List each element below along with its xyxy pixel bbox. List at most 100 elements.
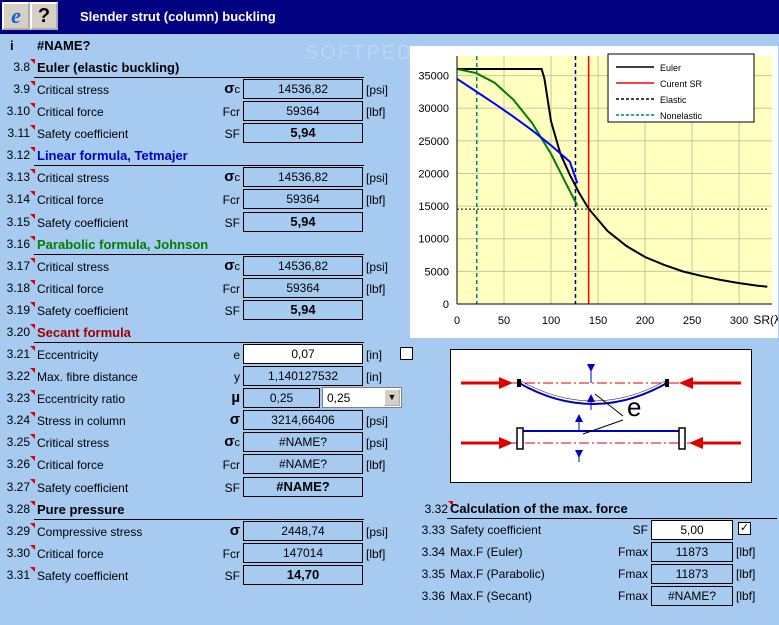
row-label: Critical force: [37, 547, 104, 561]
x-tick-label: 0: [454, 315, 460, 327]
x-tick-label: 300: [730, 315, 748, 327]
row-symbol: σc: [224, 257, 240, 274]
row-number: 3.25: [0, 434, 35, 449]
row-symbol: Fcr: [222, 105, 240, 119]
row-label: Critical force: [37, 193, 104, 207]
section-header: Secant formula: [37, 325, 131, 340]
value-cell: 14,70: [243, 565, 363, 585]
row-number: 3.35: [421, 567, 445, 581]
eccentricity-label: e: [627, 392, 641, 422]
ie-button[interactable]: e: [2, 2, 30, 30]
legend-label: Euler: [660, 63, 681, 73]
y-tick-label: 20000: [418, 168, 449, 180]
y-tick-label: 0: [443, 299, 449, 311]
row-symbol: Fmax: [618, 567, 648, 581]
row-label: Safety coefficient: [37, 569, 129, 583]
row-label: Critical stress: [37, 83, 110, 97]
legend-label: Elastic: [660, 95, 687, 105]
value-cell: 1,140127532: [243, 366, 363, 386]
row-label: Critical stress: [37, 436, 110, 450]
section-header: Euler (elastic buckling): [37, 60, 180, 75]
row-label: Critical force: [37, 105, 104, 119]
chevron-down-icon[interactable]: ▼: [384, 389, 400, 406]
row-symbol: Fmax: [618, 545, 648, 559]
value-cell: 0,25: [243, 388, 320, 408]
value-cell[interactable]: 0,07: [243, 344, 363, 364]
strut-diagram: e: [461, 364, 741, 462]
parabolic-series: [456, 68, 579, 206]
row-number: 3.36: [421, 589, 445, 603]
x-tick-label: 200: [636, 315, 654, 327]
unit-label: [lbf]: [366, 547, 386, 561]
legend: [607, 53, 755, 123]
row-number: 3.8: [0, 59, 35, 74]
unit-label: [lbf]: [366, 458, 386, 472]
eccentricity-checkbox[interactable]: [400, 347, 413, 360]
value-cell: 3214,66406: [243, 410, 363, 430]
row-number: 3.30: [0, 545, 35, 560]
row-symbol: σc: [224, 168, 240, 185]
row-number: 3.24: [0, 412, 35, 427]
row-symbol: SF: [224, 216, 240, 230]
value-cell: 147014: [243, 543, 363, 563]
eccentricity-ratio-select[interactable]: 0,25 ▼: [322, 387, 402, 408]
value-cell: 14536,82: [243, 256, 363, 276]
value-cell: 5,94: [243, 123, 363, 143]
row-number: 3.27: [0, 479, 35, 494]
name-error-header: #NAME?: [37, 38, 91, 53]
row-number: 3.29: [0, 523, 35, 538]
row-label: Max.F (Secant): [450, 589, 533, 603]
section-underline: [34, 77, 364, 78]
y-tick-label: 15000: [418, 201, 449, 213]
row-label: Safety coefficient: [450, 523, 542, 537]
section-underline: [447, 518, 777, 519]
row-label: Eccentricity: [37, 348, 99, 362]
value-cell: 59364: [243, 278, 363, 298]
row-number: 3.15: [0, 214, 35, 229]
value-cell[interactable]: 5,00: [651, 520, 733, 540]
value-cell: 11873: [651, 542, 733, 562]
section-header: Parabolic formula, Johnson: [37, 237, 209, 252]
row-number: 3.31: [0, 567, 35, 582]
legend-label: Curent SR: [660, 79, 703, 89]
euler-series: [457, 68, 768, 288]
buckling-chart: 0 5000 10000 15000 20000 25000 30000 35000 0 50 10…: [418, 53, 779, 327]
value-cell: 5,94: [243, 300, 363, 320]
value-cell: #NAME?: [243, 432, 363, 452]
row-label: Safety coefficient: [37, 481, 129, 495]
window-title: Slender strut (column) buckling: [80, 9, 276, 24]
value-cell: 5,94: [243, 212, 363, 232]
row-number: 3.23: [0, 390, 35, 405]
unit-label: [in]: [366, 348, 383, 362]
column-diagram: e: [450, 349, 752, 483]
row-number: 3.19: [0, 302, 35, 317]
row-symbol: Fcr: [222, 282, 240, 296]
row-number: 3.28: [0, 501, 35, 516]
row-label: Eccentricity ratio: [37, 392, 126, 406]
unit-label: [lbf]: [366, 282, 386, 296]
section-underline: [34, 342, 364, 343]
row-symbol: y: [234, 370, 240, 384]
x-tick-label: 150: [589, 315, 607, 327]
row-label: Critical stress: [37, 260, 110, 274]
unit-label: [lbf]: [736, 545, 756, 559]
unit-label: [psi]: [366, 414, 389, 428]
unit-label: [psi]: [366, 525, 389, 539]
row-label: Critical force: [37, 458, 104, 472]
row-symbol: σc: [224, 80, 240, 97]
help-button[interactable]: ?: [30, 2, 58, 30]
row-number: 3.12: [0, 147, 35, 162]
value-cell: 14536,82: [243, 79, 363, 99]
chart-area: 0 5000 10000 15000 20000 25000 30000 35000 0 50 10…: [410, 46, 779, 338]
safety-checkbox[interactable]: ✓: [738, 522, 751, 535]
x-axis-label: SR(λ): [753, 313, 778, 327]
value-cell: 59364: [243, 189, 363, 209]
row-label: Critical stress: [37, 171, 110, 185]
y-tick-label: 30000: [418, 103, 449, 115]
value-cell: #NAME?: [243, 454, 363, 474]
row-label: Max.F (Parabolic): [450, 567, 545, 581]
unit-label: [psi]: [366, 436, 389, 450]
row-label: Safety coefficient: [37, 216, 129, 230]
y-tick-label: 10000: [418, 234, 449, 246]
row-number: 3.34: [421, 545, 445, 559]
